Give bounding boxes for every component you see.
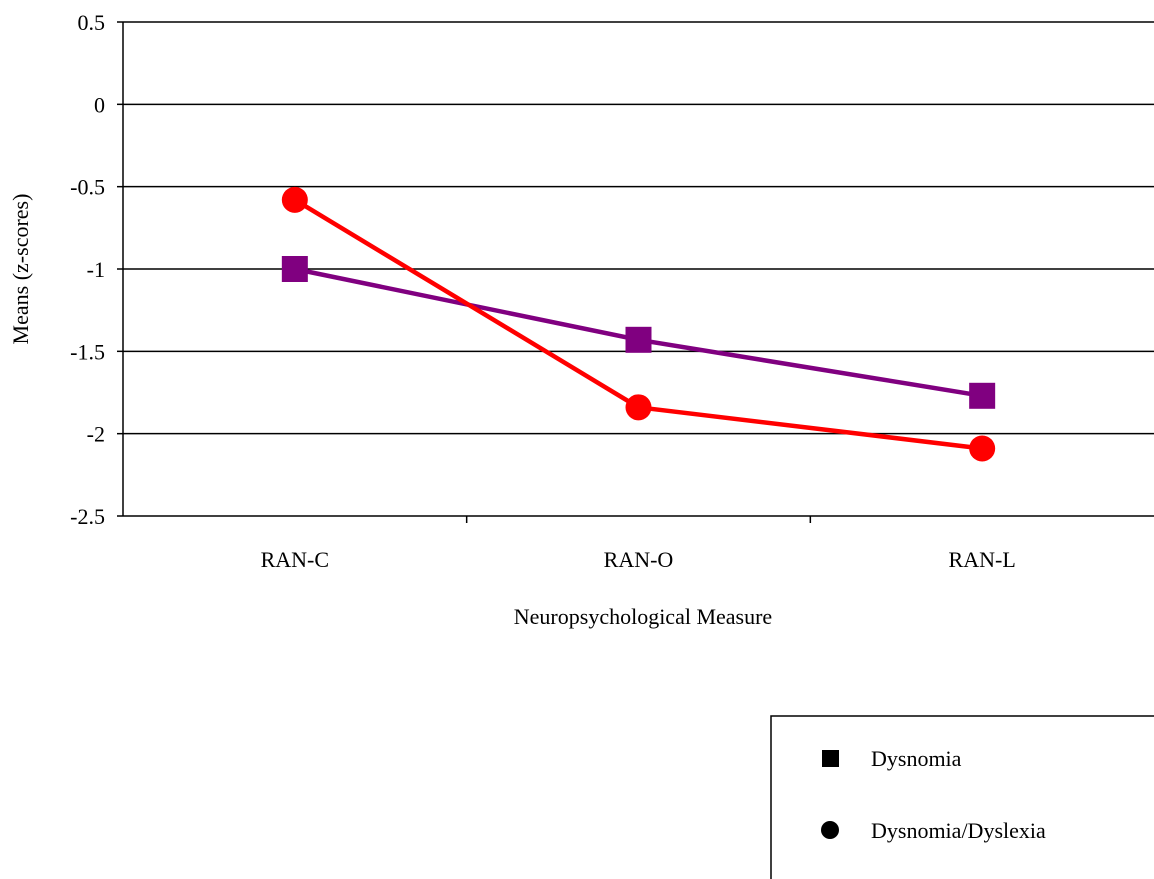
y-tick-label: -2	[87, 422, 105, 447]
x-tick-label: RAN-L	[949, 547, 1016, 572]
y-tick-label: -0.5	[70, 175, 105, 200]
data-point-circle	[281, 186, 308, 213]
y-ticks: 0.5 0 -0.5 -1 -1.5 -2 -2.5	[70, 10, 123, 529]
legend-box	[770, 715, 1154, 879]
series-1	[281, 186, 996, 462]
y-tick-label: 0.5	[78, 10, 106, 35]
series-0	[281, 256, 996, 409]
y-axis-title: Means (z-scores)	[8, 194, 33, 345]
data-point-circle	[969, 435, 996, 462]
legend-marker-circle	[821, 821, 839, 839]
data-point-circle	[625, 394, 652, 421]
x-tick-label: RAN-C	[261, 547, 329, 572]
x-tick-label: RAN-O	[604, 547, 674, 572]
y-tick-label: -1.5	[70, 339, 105, 364]
legend-label-dysnomia-dyslexia: Dysnomia/Dyslexia	[871, 818, 1046, 843]
x-axis-title: Neuropsychological Measure	[514, 604, 772, 629]
legend-label-dysnomia: Dysnomia	[871, 746, 962, 771]
data-point-square	[281, 256, 308, 282]
x-ticks: RAN-C RAN-O RAN-L	[261, 516, 1016, 572]
data-point-square	[625, 326, 652, 353]
legend-marker-square	[822, 750, 839, 767]
data-point-square	[969, 382, 996, 409]
grid	[123, 21, 1154, 435]
series	[281, 186, 996, 462]
legend: Dysnomia Dysnomia/Dyslexia	[770, 715, 1154, 879]
y-tick-label: -1	[87, 257, 105, 282]
y-tick-label: 0	[94, 92, 105, 117]
y-tick-label: -2.5	[70, 504, 105, 529]
